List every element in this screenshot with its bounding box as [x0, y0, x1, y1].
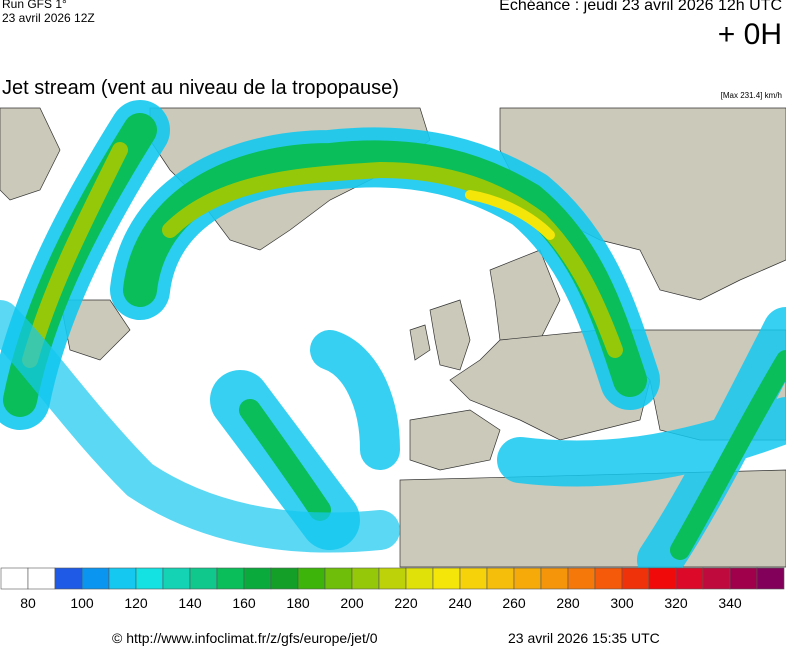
- color-swatch: [486, 567, 515, 590]
- colorbar-label: 320: [664, 595, 688, 611]
- color-swatch: [675, 567, 704, 590]
- color-swatch: [0, 567, 29, 590]
- generated-time: 23 avril 2026 15:35 UTC: [508, 630, 660, 646]
- colorbar: 80 100 120 140 160 180 200 220 240 260 280 300 320 34…: [0, 567, 785, 611]
- run-date: 23 avril 2026 12Z: [2, 11, 95, 25]
- colorbar-label: 240: [448, 595, 472, 611]
- colorbar-label: 300: [610, 595, 634, 611]
- run-label: Run GFS 1°: [2, 0, 67, 11]
- color-swatch: [243, 567, 272, 590]
- colorbar-label: 160: [232, 595, 256, 611]
- color-swatch: [108, 567, 137, 590]
- color-swatch: [324, 567, 353, 590]
- color-swatch: [513, 567, 542, 590]
- colorbar-label: 180: [286, 595, 310, 611]
- colorbar-label: 200: [340, 595, 364, 611]
- map-title: Jet stream (vent au niveau de la tropopa…: [2, 77, 399, 99]
- color-swatch: [270, 567, 299, 590]
- color-swatch: [648, 567, 677, 590]
- colorbar-label: 260: [502, 595, 526, 611]
- lead-time: + 0H: [717, 18, 782, 51]
- color-swatch: [189, 567, 218, 590]
- colorbar-label: 340: [718, 595, 742, 611]
- color-swatch: [405, 567, 434, 590]
- color-swatch: [351, 567, 380, 590]
- color-swatch: [594, 567, 623, 590]
- color-swatch: [54, 567, 83, 590]
- colorbar-label: 120: [124, 595, 148, 611]
- color-swatch: [459, 567, 488, 590]
- colorbar-label: 100: [70, 595, 94, 611]
- colorbar-label: 140: [178, 595, 202, 611]
- source-url: © http://www.infoclimat.fr/z/gfs/europe/…: [112, 630, 378, 646]
- colorbar-label: 280: [556, 595, 580, 611]
- forecast-time: Echéance : jeudi 23 avril 2026 12h UTC: [499, 0, 782, 14]
- color-swatch: [216, 567, 245, 590]
- color-swatch: [162, 567, 191, 590]
- color-swatch: [756, 567, 785, 590]
- color-swatch: [621, 567, 650, 590]
- color-swatch: [135, 567, 164, 590]
- colorbar-label: 80: [20, 595, 36, 611]
- colorbar-label: 220: [394, 595, 418, 611]
- max-value: [Max 231.4] km/h: [720, 91, 782, 100]
- color-swatch: [729, 567, 758, 590]
- color-swatch: [378, 567, 407, 590]
- color-swatch: [702, 567, 731, 590]
- color-swatch: [27, 567, 56, 590]
- color-swatch: [297, 567, 326, 590]
- color-swatch: [81, 567, 110, 590]
- color-swatch: [567, 567, 596, 590]
- color-swatch: [432, 567, 461, 590]
- jet-stream: [0, 100, 786, 583]
- color-swatch: [540, 567, 569, 590]
